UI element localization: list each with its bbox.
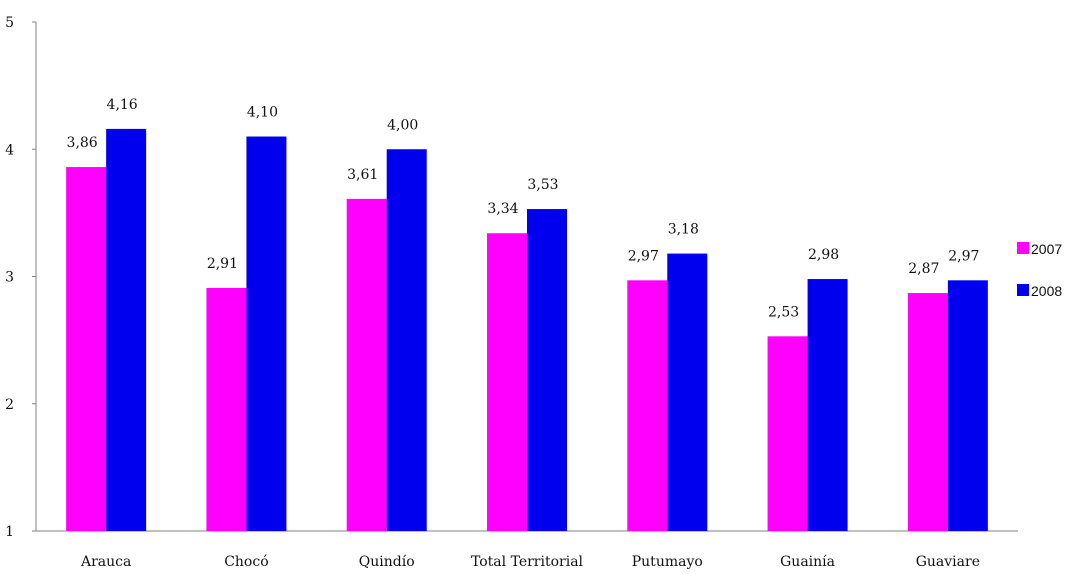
bar-2008-4 <box>667 253 708 531</box>
y-tick-label: 2 <box>5 397 14 413</box>
y-tick-label: 3 <box>5 270 14 286</box>
data-label-2008-1: 4,10 <box>247 105 278 121</box>
bar-2007-1 <box>206 287 247 531</box>
bar-2007-6 <box>907 293 948 531</box>
category-label: Putumayo <box>632 554 703 570</box>
bar-2007-5 <box>767 336 808 531</box>
data-label-2008-6: 2,97 <box>948 248 979 264</box>
data-label-2007-2: 3,61 <box>347 167 378 183</box>
data-label-2007-0: 3,86 <box>67 135 98 151</box>
data-label-2008-3: 3,53 <box>527 177 558 193</box>
legend: 2007 2008 <box>1017 241 1062 299</box>
legend-label-2007: 2007 <box>1031 241 1062 257</box>
y-axis-ticks: 1 2 3 4 5 <box>5 15 36 540</box>
bar-2008-0 <box>106 128 147 531</box>
bar-2007-4 <box>627 280 668 531</box>
data-label-2008-5: 2,98 <box>808 247 839 263</box>
y-tick-label: 5 <box>5 15 14 31</box>
category-label: Guaviare <box>916 554 980 570</box>
bar-2007-0 <box>66 167 107 531</box>
data-label-2007-4: 2,97 <box>628 248 659 264</box>
bars-group <box>66 128 988 532</box>
bar-2008-5 <box>807 279 848 531</box>
category-label: Quindío <box>359 554 415 570</box>
bar-2008-1 <box>246 136 287 531</box>
data-label-2008-4: 3,18 <box>668 222 699 238</box>
y-tick-label: 4 <box>5 142 14 158</box>
bar-2008-2 <box>386 149 427 531</box>
data-label-2007-3: 3,34 <box>487 201 518 217</box>
category-label: Arauca <box>80 554 131 570</box>
data-labels-group: 3,86 4,16 2,91 4,10 3,61 4,00 3,34 3,53 2,97 3,18… <box>67 97 980 320</box>
category-label: Total Territorial <box>471 554 584 570</box>
data-label-2008-2: 4,00 <box>387 117 418 133</box>
category-label: Chocó <box>224 554 268 570</box>
category-labels-group: Arauca Chocó Quindío Total Territorial Putum… <box>80 554 980 570</box>
data-label-2008-0: 4,16 <box>107 97 138 113</box>
legend-label-2008: 2008 <box>1031 283 1062 299</box>
bar-2008-3 <box>527 209 567 531</box>
data-label-2007-1: 2,91 <box>207 256 238 272</box>
legend-swatch-2008 <box>1017 284 1029 296</box>
bar-2007-2 <box>346 198 387 531</box>
category-label: Guainía <box>780 554 835 570</box>
data-label-2007-6: 2,87 <box>908 261 939 277</box>
data-label-2007-5: 2,53 <box>768 304 799 320</box>
bar-2007-3 <box>487 233 527 532</box>
y-tick-label: 1 <box>5 524 14 540</box>
bar-2008-6 <box>947 280 988 531</box>
legend-swatch-2007 <box>1017 242 1029 254</box>
